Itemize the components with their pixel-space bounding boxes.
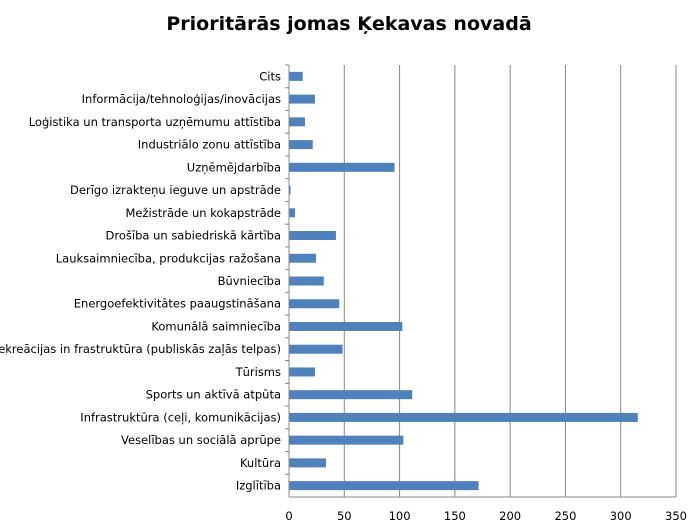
bar [289, 412, 638, 422]
category-label: Izglītība [236, 479, 281, 493]
x-tick-labels: 0 50 100 150 200 250 300 350 [285, 509, 687, 523]
category-label: Infrastruktūra (ceļi, komunikācijas) [80, 410, 281, 424]
category-label: Uzņēmējdarbība [187, 160, 281, 174]
bar [289, 208, 296, 218]
category-label: Būvniecība [218, 274, 281, 288]
bar [289, 162, 395, 172]
gridlines [285, 64, 677, 498]
category-labels: Cits Informācija/tehnoloģijas/inovācijas L… [0, 69, 281, 492]
category-label: Loģistika un transporta uzņēmumu attīstī… [29, 115, 281, 129]
bar [289, 390, 413, 400]
category-label: Tūrisms [235, 365, 281, 379]
category-label: Drošība un sabiedriskā kārtība [106, 229, 281, 243]
bar [289, 94, 315, 104]
category-label: Cits [259, 69, 281, 83]
category-label: Kultūra [240, 456, 281, 470]
chart-title: Prioritārās jomas Ķekavas novadā [166, 13, 531, 35]
bar [289, 321, 403, 331]
category-label: Lauksaimniecība, produkcijas ražošana [56, 251, 281, 265]
x-tick-label: 50 [337, 509, 352, 523]
bar [289, 140, 313, 150]
category-label: Informācija/tehnoloģijas/inovācijas [82, 92, 281, 106]
x-tick-label: 350 [665, 509, 687, 523]
category-label: Rekreācijas in frastruktūra (publiskās z… [0, 342, 281, 356]
bar [289, 299, 340, 309]
x-tick-label: 300 [610, 509, 632, 523]
bar [289, 253, 317, 263]
bar [289, 367, 315, 377]
x-tick-label: 250 [554, 509, 576, 523]
bar [289, 344, 343, 354]
x-tick-label: 0 [285, 509, 292, 523]
bar [289, 117, 305, 127]
category-label: Komunālā saimniecība [151, 319, 281, 333]
category-label: Energoefektivitātes paaugstināšana [74, 297, 281, 311]
bar [289, 71, 303, 81]
bar [289, 185, 291, 195]
category-label: Derīgo izrakteņu ieguve un apstrāde [70, 183, 281, 197]
category-label: Industriālo zonu attīstība [138, 138, 281, 152]
bar [289, 231, 336, 241]
category-label: Veselības un sociālā aprūpe [121, 433, 281, 447]
bar [289, 458, 326, 468]
x-tick-label: 200 [499, 509, 521, 523]
category-label: Sports un aktīvā atpūta [146, 388, 281, 402]
bar [289, 435, 404, 445]
x-tick-label: 150 [444, 509, 466, 523]
bars [289, 71, 638, 491]
bar [289, 276, 324, 286]
bar [289, 481, 479, 491]
x-tick-label: 100 [389, 509, 411, 523]
category-label: Mežistrāde un kokapstrāde [125, 206, 281, 220]
